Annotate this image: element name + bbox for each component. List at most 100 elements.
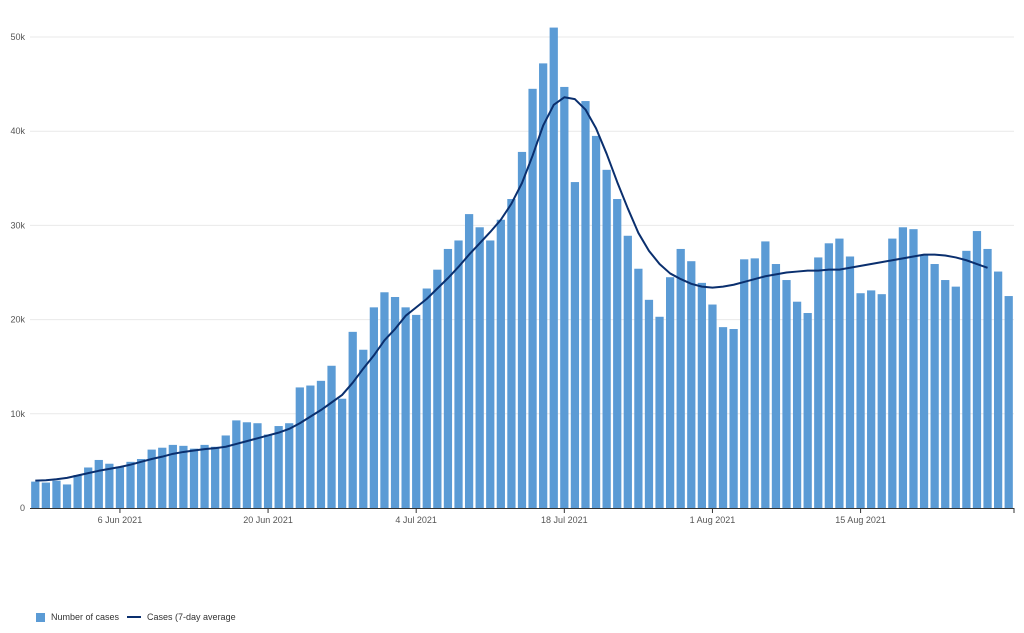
bar[interactable] <box>591 135 601 508</box>
bar[interactable] <box>634 268 643 508</box>
bar[interactable] <box>792 301 802 508</box>
bar[interactable] <box>380 292 389 508</box>
bar[interactable] <box>84 467 93 508</box>
bar[interactable] <box>306 385 315 508</box>
bar[interactable] <box>242 422 252 508</box>
bar[interactable] <box>909 229 918 509</box>
x-tick-label: 6 Jun 2021 <box>98 515 143 525</box>
bar[interactable] <box>200 444 209 508</box>
bar[interactable] <box>972 231 982 509</box>
bar[interactable] <box>359 349 368 508</box>
bar[interactable] <box>602 169 611 508</box>
bar[interactable] <box>570 182 580 508</box>
bar[interactable] <box>729 329 738 508</box>
bar[interactable] <box>655 316 664 508</box>
legend: Number of cases Cases (7-day average <box>36 612 236 622</box>
bar[interactable] <box>126 461 135 508</box>
bar[interactable] <box>390 296 400 508</box>
bar[interactable] <box>189 448 199 508</box>
bar[interactable] <box>1004 296 1013 508</box>
bar[interactable] <box>517 151 527 509</box>
bar[interactable] <box>560 86 569 509</box>
bar[interactable] <box>623 235 632 508</box>
bar[interactable] <box>147 449 156 508</box>
bar[interactable] <box>687 261 696 508</box>
bar[interactable] <box>62 484 72 508</box>
legend-item-average[interactable]: Cases (7-day average <box>127 612 236 622</box>
bar[interactable] <box>581 101 590 508</box>
bar[interactable] <box>475 227 484 508</box>
average-line[interactable] <box>35 96 988 482</box>
bar[interactable] <box>867 290 876 508</box>
bar[interactable] <box>930 264 939 508</box>
bar[interactable] <box>211 446 220 508</box>
bar[interactable] <box>708 304 717 508</box>
bar[interactable] <box>814 257 823 508</box>
bar[interactable] <box>263 434 273 508</box>
bar[interactable] <box>803 313 812 508</box>
bar[interactable] <box>856 293 865 508</box>
bar[interactable] <box>295 387 304 508</box>
bar[interactable] <box>941 280 950 508</box>
bar[interactable] <box>962 250 971 508</box>
bar[interactable] <box>73 475 82 508</box>
bar[interactable] <box>105 463 114 508</box>
bar[interactable] <box>782 280 791 508</box>
bar[interactable] <box>549 27 558 509</box>
bar[interactable] <box>369 307 378 508</box>
bar[interactable] <box>316 380 326 508</box>
bar[interactable] <box>676 248 685 508</box>
bar[interactable] <box>496 219 505 508</box>
y-tick-label: 20k <box>10 315 25 325</box>
bar[interactable] <box>52 480 61 508</box>
bar[interactable] <box>168 444 177 508</box>
bar[interactable] <box>486 240 495 508</box>
bar[interactable] <box>613 199 622 508</box>
bar[interactable] <box>951 286 960 508</box>
bar[interactable] <box>464 214 474 508</box>
bar[interactable] <box>348 331 357 508</box>
bar[interactable] <box>401 307 410 508</box>
bar[interactable] <box>888 238 897 508</box>
bar[interactable] <box>115 466 125 508</box>
bar[interactable] <box>94 459 103 508</box>
bar[interactable] <box>528 88 537 508</box>
bar[interactable] <box>697 282 706 508</box>
bar[interactable] <box>285 423 294 508</box>
bar[interactable] <box>740 259 749 508</box>
legend-item-cases[interactable]: Number of cases <box>36 612 119 622</box>
bar[interactable] <box>994 271 1003 508</box>
bar[interactable] <box>253 423 262 508</box>
bar[interactable] <box>539 63 548 508</box>
bar[interactable] <box>158 447 167 508</box>
bar[interactable] <box>761 241 770 508</box>
bar[interactable] <box>232 420 241 508</box>
bar[interactable] <box>443 248 453 508</box>
bar[interactable] <box>666 277 675 508</box>
bar[interactable] <box>824 243 833 509</box>
bar[interactable] <box>338 398 347 508</box>
bar[interactable] <box>845 256 855 508</box>
bar[interactable] <box>136 459 146 508</box>
bar[interactable] <box>422 288 431 508</box>
bar[interactable] <box>274 426 283 508</box>
bar[interactable] <box>750 258 759 508</box>
bar[interactable] <box>877 294 886 508</box>
bar[interactable] <box>771 264 781 508</box>
bar[interactable] <box>919 254 929 508</box>
bar[interactable] <box>835 238 844 508</box>
bar[interactable] <box>454 240 463 508</box>
bar[interactable] <box>41 482 50 508</box>
bar[interactable] <box>433 269 442 508</box>
bar[interactable] <box>221 435 230 508</box>
bar[interactable] <box>718 327 728 508</box>
bar[interactable] <box>412 314 421 508</box>
bar[interactable] <box>507 199 516 508</box>
bar[interactable] <box>327 365 336 508</box>
x-tick-label: 20 Jun 2021 <box>243 515 293 525</box>
bar[interactable] <box>644 299 654 508</box>
bar[interactable] <box>983 248 992 508</box>
bar[interactable] <box>179 445 188 508</box>
bar[interactable] <box>898 227 908 508</box>
bar[interactable] <box>31 481 40 508</box>
